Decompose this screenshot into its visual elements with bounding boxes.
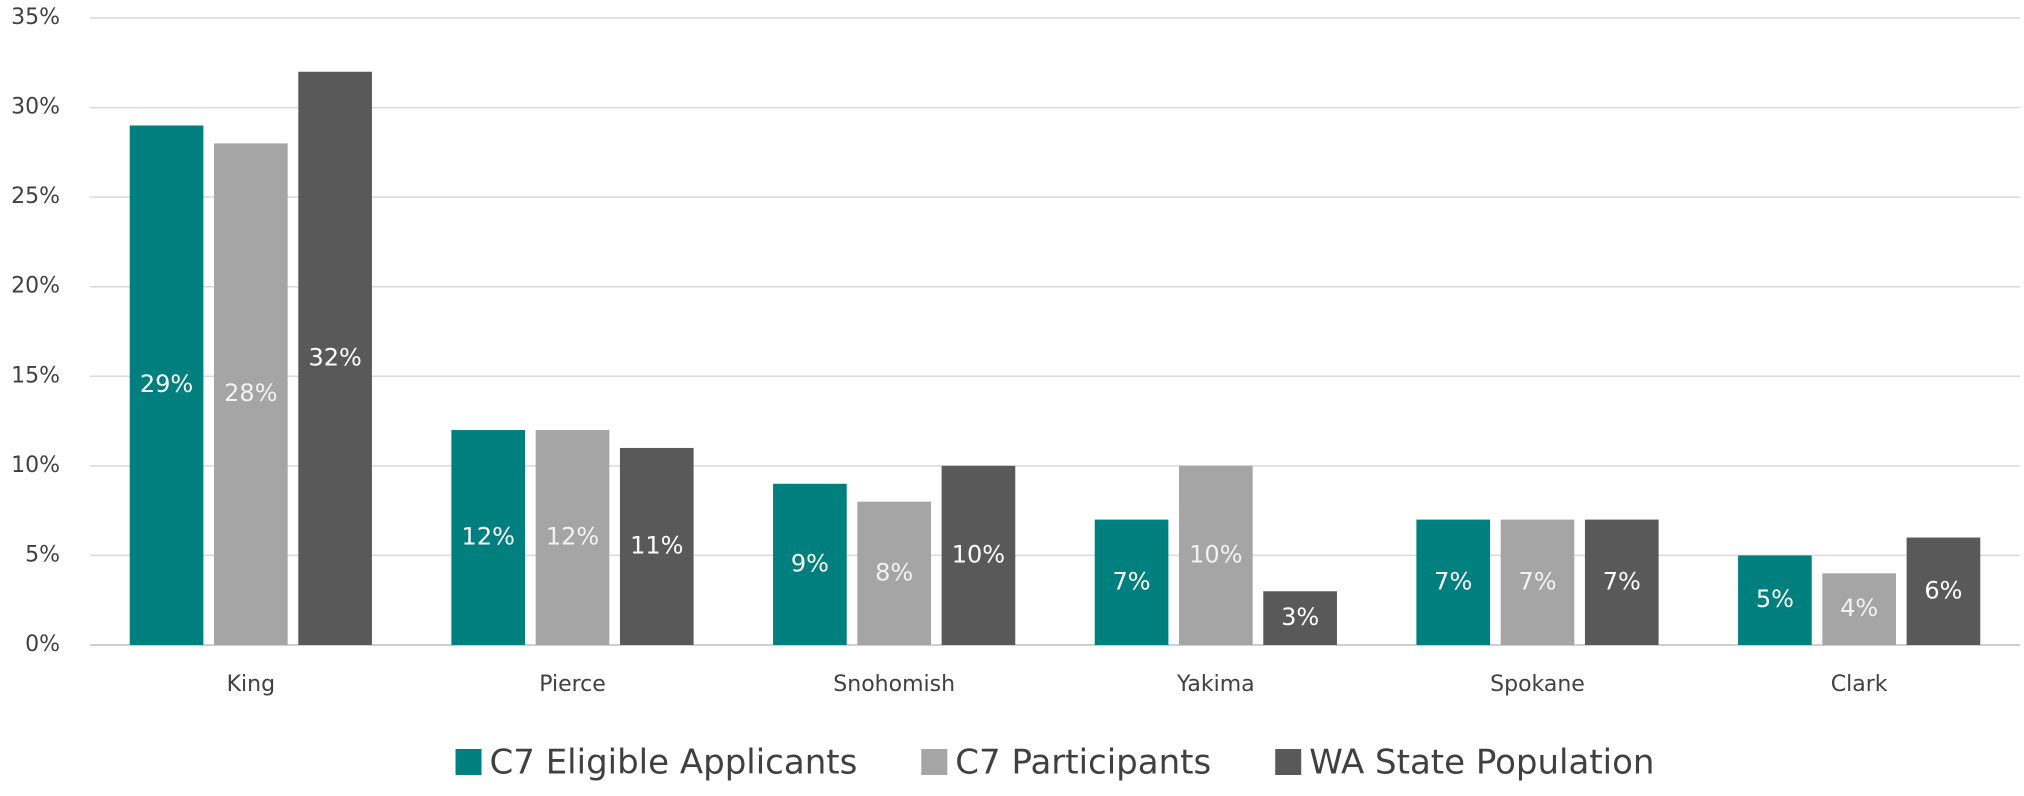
bar	[1584, 519, 1659, 645]
data-label: 7%	[1603, 567, 1641, 595]
bar	[129, 125, 204, 645]
legend-swatch	[1275, 749, 1302, 775]
legend-swatch	[455, 749, 482, 775]
y-tick-label: 20%	[11, 274, 60, 299]
data-label: 11%	[630, 531, 683, 559]
bar	[1416, 519, 1491, 645]
x-tick-label: Spokane	[1490, 672, 1585, 697]
bar	[214, 143, 288, 645]
x-tick-label: Clark	[1831, 672, 1888, 697]
y-tick-label: 10%	[11, 453, 60, 478]
data-label: 5%	[1756, 585, 1794, 613]
bar	[451, 430, 526, 645]
bar	[1500, 519, 1575, 645]
data-label: 7%	[1518, 567, 1556, 595]
x-tick-label: Snohomish	[833, 672, 955, 697]
data-label: 7%	[1113, 567, 1151, 595]
x-tick-label: Pierce	[539, 672, 606, 697]
bar	[535, 430, 610, 645]
bar	[619, 447, 694, 645]
y-tick-label: 5%	[25, 542, 60, 567]
y-tick-label: 0%	[25, 632, 60, 657]
data-label: 4%	[1840, 594, 1878, 622]
bar	[1738, 555, 1812, 645]
legend-swatch	[921, 749, 948, 775]
legend-label: C7 Participants	[955, 743, 1211, 783]
data-label: 10%	[1189, 540, 1242, 568]
bar	[1179, 465, 1253, 645]
data-label: 29%	[140, 370, 193, 398]
data-label: 28%	[224, 379, 277, 407]
bar	[857, 501, 931, 645]
data-label: 3%	[1281, 603, 1319, 631]
x-tick-label: Yakima	[1176, 672, 1255, 697]
y-tick-label: 30%	[11, 95, 60, 120]
bar	[941, 465, 1016, 645]
data-label: 6%	[1924, 576, 1962, 604]
bar	[1906, 537, 1981, 645]
x-tick-label: King	[227, 672, 275, 697]
bar	[298, 71, 372, 645]
bar	[1094, 519, 1169, 645]
data-label: 9%	[791, 549, 829, 577]
data-label: 32%	[308, 343, 361, 371]
data-label: 12%	[462, 523, 515, 551]
bar	[773, 483, 847, 645]
data-label: 12%	[546, 523, 599, 551]
bar	[1263, 591, 1337, 645]
data-label: 7%	[1434, 567, 1472, 595]
data-label: 10%	[952, 540, 1005, 568]
legend-label: WA State Population	[1309, 743, 1654, 783]
data-label: 8%	[875, 558, 913, 586]
y-tick-label: 25%	[11, 184, 60, 209]
y-tick-label: 15%	[11, 363, 60, 388]
bar	[1822, 573, 1896, 645]
y-tick-label: 35%	[11, 5, 60, 30]
legend-label: C7 Eligible Applicants	[490, 743, 858, 783]
